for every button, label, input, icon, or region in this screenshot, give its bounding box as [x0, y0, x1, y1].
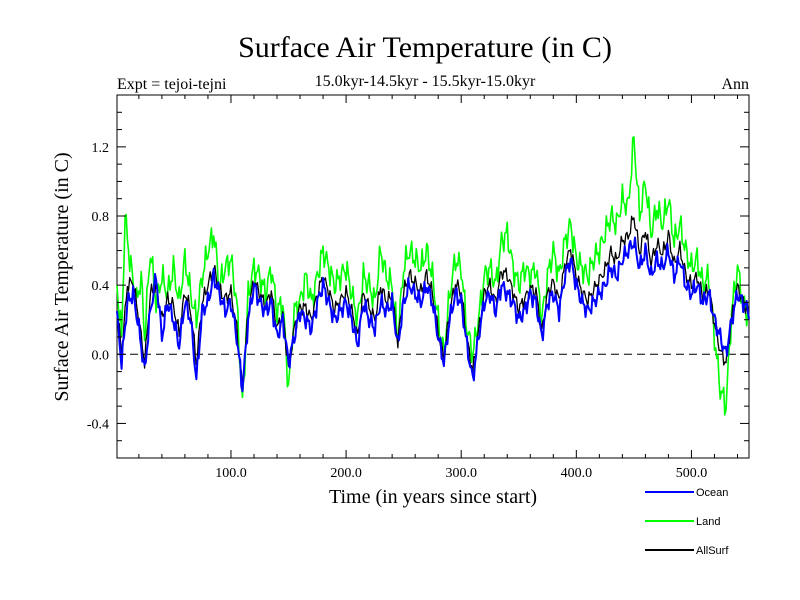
- season-label: Ann: [721, 76, 749, 93]
- series-allsurf-line: [116, 215, 750, 388]
- series-land-line: [116, 136, 750, 416]
- y-axis-label: Surface Air Temperature (in C): [51, 152, 73, 401]
- legend-label-allsurf: AllSurf: [696, 545, 729, 557]
- x-tick-label: 500.0: [676, 466, 708, 481]
- series-ocean-line: [116, 236, 750, 393]
- plot-frame: [116, 94, 750, 459]
- y-tick-label: 1.2: [92, 141, 110, 156]
- y-tick-label: 0.8: [92, 210, 110, 225]
- legend: Ocean Land AllSurf: [645, 487, 729, 557]
- x-tick-label: 400.0: [561, 466, 593, 481]
- chart-subtitle: 15.0kyr-14.5kyr - 15.5kyr-15.0kyr: [315, 73, 536, 90]
- y-tick-label: 0.0: [92, 348, 110, 363]
- y-tick-label: 0.4: [92, 279, 110, 294]
- y-tick-label: -0.4: [87, 417, 109, 432]
- x-tick-label: 100.0: [215, 466, 247, 481]
- legend-label-land: Land: [696, 516, 720, 528]
- x-tick-label: 200.0: [330, 466, 362, 481]
- legend-label-ocean: Ocean: [696, 487, 728, 499]
- expt-label: Expt = tejoi-tejni: [117, 76, 227, 93]
- x-axis-label: Time (in years since start): [329, 486, 537, 508]
- x-tick-label: 300.0: [445, 466, 477, 481]
- chart-title: Surface Air Temperature (in C): [238, 31, 612, 64]
